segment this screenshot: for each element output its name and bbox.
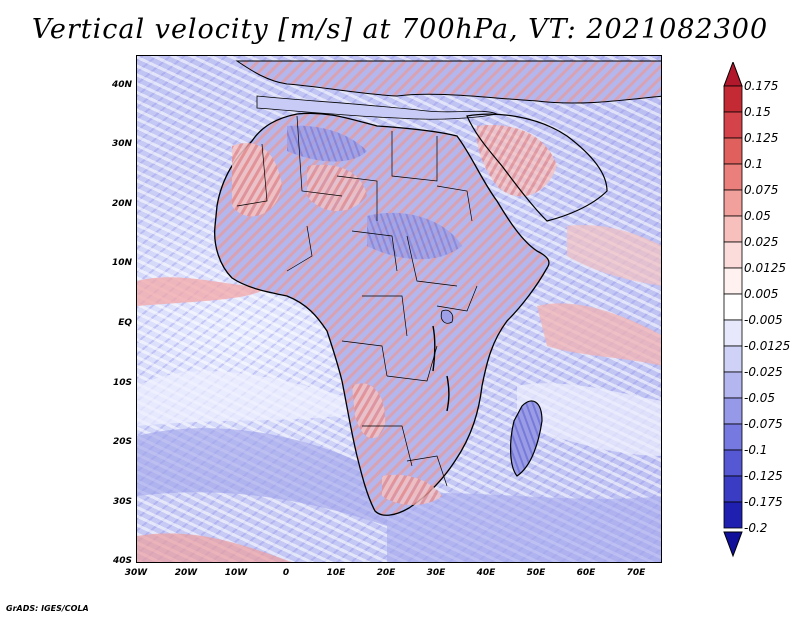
lat-label-20n: 20N <box>111 199 132 209</box>
colorbar-label-0.0125: 0.0125 <box>744 261 786 275</box>
colorbar-label-0.1: 0.1 <box>744 157 764 171</box>
lake-tanganyika <box>432 325 436 372</box>
lon-label-0: 0 <box>282 568 290 578</box>
colorbar-segment <box>723 345 743 373</box>
lat-label-30n: 30N <box>111 139 132 149</box>
colorbar-top-triangle <box>723 62 743 87</box>
colorbar-label-0.05: 0.05 <box>744 209 771 223</box>
ocean-white-band-south-atlantic <box>137 371 377 426</box>
lon-label-40e: 40E <box>476 568 496 578</box>
colorbar <box>723 62 743 558</box>
landmass-madagascar <box>510 400 543 477</box>
ocean-red-band-southwest <box>137 533 292 562</box>
sahara-red-patch-west <box>232 142 282 217</box>
lon-label-10e: 10E <box>326 568 346 578</box>
landmass-arabia <box>466 113 608 222</box>
landmass-europe <box>235 60 661 104</box>
colorbar-label-0.15: 0.15 <box>744 105 771 119</box>
lon-label-20e: 20E <box>376 568 396 578</box>
ocean-blue-band-south-atlantic <box>137 428 387 526</box>
colorbar-segment <box>723 85 743 113</box>
colorbar-segment <box>723 397 743 425</box>
southern-africa-red-patch <box>352 383 386 439</box>
lat-label-20s: 20S <box>112 437 132 447</box>
lake-malawi <box>446 375 450 412</box>
lat-label-10s: 10S <box>112 378 132 388</box>
colorbar-segment <box>723 189 743 217</box>
colorbar-label-neg-0.2: -0.2 <box>744 521 768 535</box>
colorbar-bottom-triangle <box>723 531 743 558</box>
colorbar-label-neg-0.05: -0.05 <box>744 391 776 405</box>
lon-label-70e: 70E <box>626 568 646 578</box>
lon-label-30e: 30E <box>426 568 446 578</box>
ocean-red-patch-arabian-sea <box>567 225 661 286</box>
sahara-red-patch-central <box>307 164 367 211</box>
velocity-field-map <box>137 60 661 562</box>
chart-title: Vertical velocity [m/s] at 700hPa, VT: 2… <box>31 14 769 45</box>
colorbar-label-neg-0.125: -0.125 <box>744 469 783 483</box>
colorbar-label-neg-0.005: -0.005 <box>744 313 783 327</box>
colorbar-segment <box>723 267 743 295</box>
lat-label-10n: 10N <box>111 258 132 268</box>
lat-label-40s: 40S <box>112 556 132 566</box>
lon-label-20w: 20W <box>174 568 198 578</box>
lon-label-60e: 60E <box>576 568 596 578</box>
colorbar-segment <box>723 215 743 243</box>
colorbar-segment <box>723 241 743 269</box>
lon-label-50e: 50E <box>526 568 546 578</box>
grads-credit: GrADS: IGES/COLA <box>6 604 89 613</box>
colorbar-label-0.025: 0.025 <box>744 235 779 249</box>
country-borders <box>236 115 478 487</box>
colorbar-segment <box>723 293 743 321</box>
arabia-red-patch <box>476 125 557 197</box>
ocean-red-band-equatorial-atlantic <box>137 277 267 306</box>
sahara-blue-patch <box>287 125 367 162</box>
map-panel <box>136 55 662 563</box>
colorbar-label-neg-0.175: -0.175 <box>744 495 783 509</box>
ocean-white-patch-indian <box>517 383 661 456</box>
colorbar-segment <box>723 137 743 165</box>
colorbar-label-0.005: 0.005 <box>744 287 779 301</box>
colorbar-segment <box>723 423 743 451</box>
lon-label-10w: 10W <box>224 568 248 578</box>
lat-label-40n: 40N <box>111 80 132 90</box>
colorbar-segment <box>723 449 743 477</box>
colorbar-label-0.175: 0.175 <box>744 79 779 93</box>
ocean-blue-band-southern <box>387 493 661 562</box>
colorbar-label-neg-0.1: -0.1 <box>744 443 768 457</box>
colorbar-segment <box>723 371 743 399</box>
colorbar-label-neg-0.0125: -0.0125 <box>744 339 791 353</box>
colorbar-label-0.075: 0.075 <box>744 183 779 197</box>
lat-label-eq: EQ <box>118 318 132 328</box>
colorbar-label-0.125: 0.125 <box>744 131 779 145</box>
landmass-africa <box>214 112 550 516</box>
colorbar-segment <box>723 163 743 191</box>
lon-label-30w: 30W <box>124 568 148 578</box>
central-africa-blue-patch <box>367 212 462 260</box>
south-africa-red-patch <box>382 474 442 505</box>
colorbar-segments <box>723 85 743 529</box>
colorbar-segment <box>723 475 743 503</box>
lake-victoria <box>440 309 454 324</box>
colorbar-label-neg-0.075: -0.075 <box>744 417 783 431</box>
colorbar-segment <box>723 501 743 529</box>
colorbar-segment <box>723 319 743 347</box>
colorbar-segment <box>723 111 743 139</box>
lat-label-30s: 30S <box>112 497 132 507</box>
ocean-red-patch-indian <box>537 303 661 366</box>
colorbar-label-neg-0.025: -0.025 <box>744 365 783 379</box>
